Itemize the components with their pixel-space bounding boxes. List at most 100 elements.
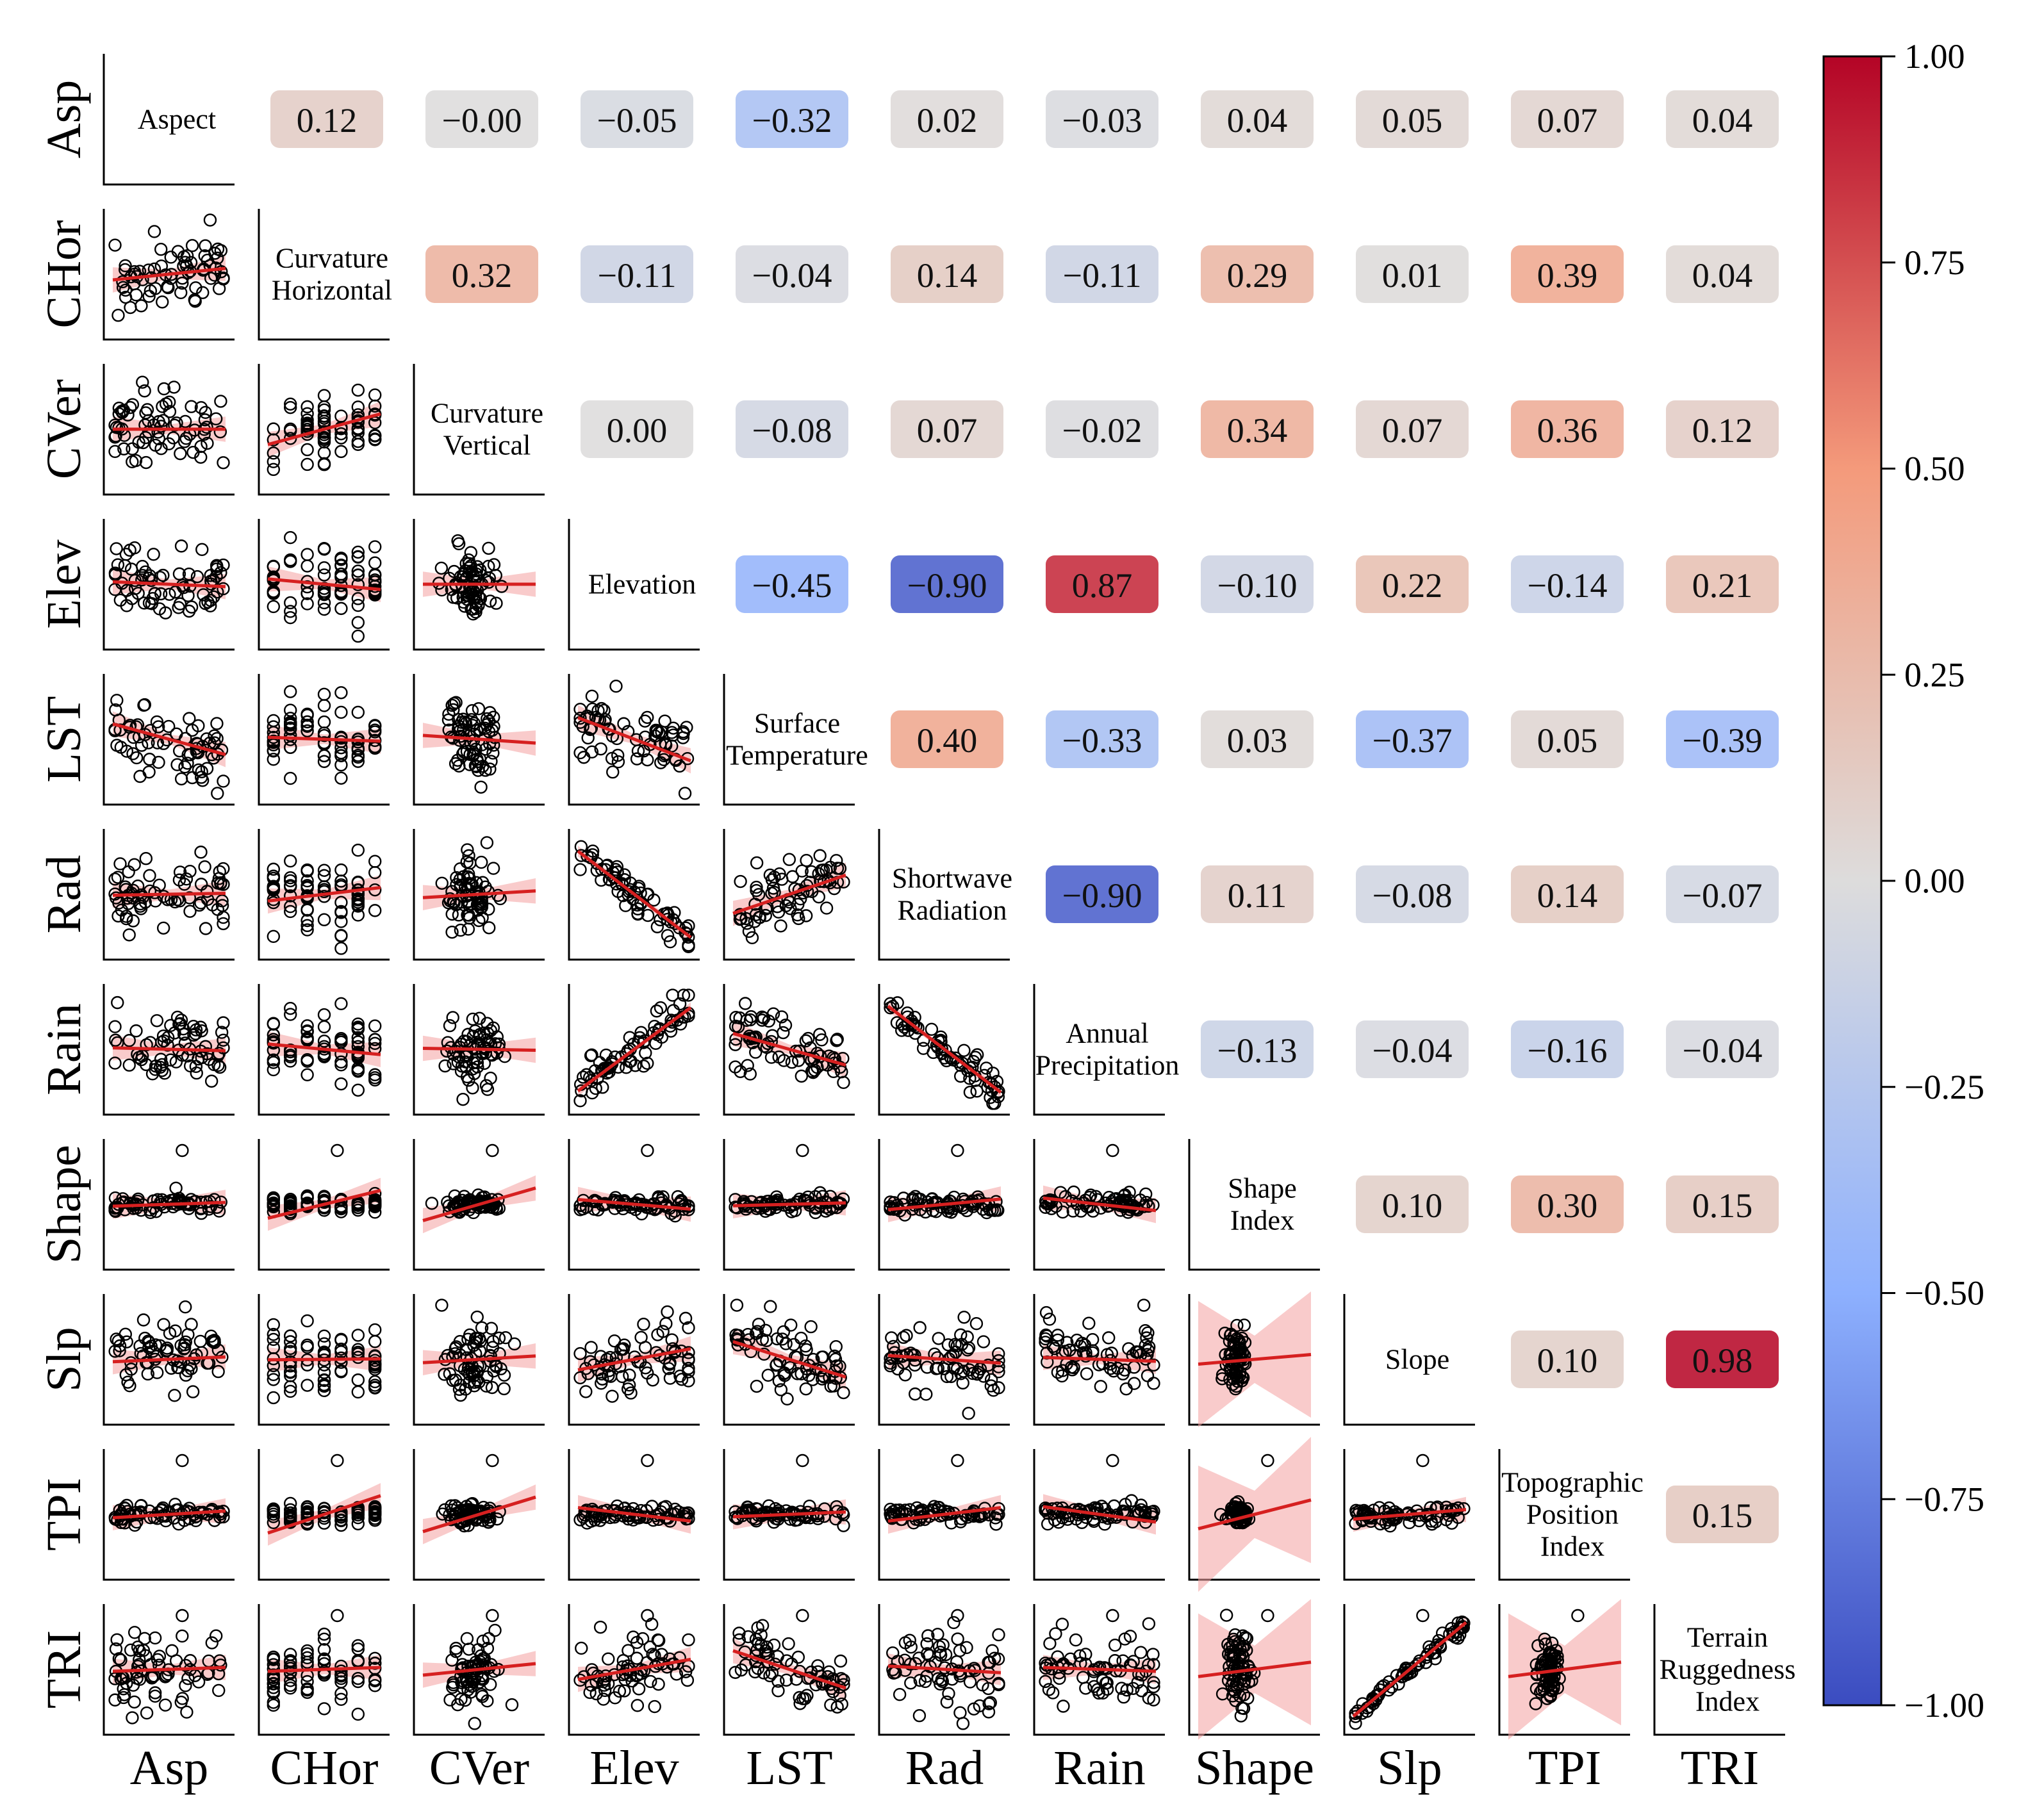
scatter-points [438, 1011, 511, 1106]
col-label-rain: Rain [1053, 1741, 1146, 1795]
scatter-point [775, 1332, 789, 1346]
scatter-point [804, 1320, 818, 1334]
corr-cell-chor-elev: −0.11 [581, 245, 693, 303]
scatter-point [317, 1035, 331, 1048]
scatter-axis [568, 1604, 700, 1736]
scatter-point [631, 744, 645, 758]
corr-box [425, 90, 538, 148]
scatter-point [301, 1505, 314, 1518]
scatter-point [780, 1654, 794, 1667]
scatter-point [122, 1034, 136, 1047]
scatter-point [449, 1641, 463, 1655]
scatter-point [334, 686, 348, 700]
diag-name-line: Position [1526, 1499, 1619, 1530]
scatter-cell-shape-lst [723, 1139, 855, 1271]
scatter-axis [878, 1449, 1010, 1581]
regression-line [422, 1495, 536, 1534]
scatter-point [1357, 1503, 1371, 1518]
scatter-point [124, 562, 138, 576]
scatter-point [189, 1514, 202, 1528]
scatter-point [637, 1318, 650, 1331]
scatter-point [301, 457, 314, 471]
scatter-point [126, 1711, 139, 1724]
col-label-cver: CVer [429, 1741, 529, 1795]
scatter-point [475, 911, 489, 924]
corr-value: −0.05 [597, 101, 677, 140]
scatter-point [161, 281, 175, 295]
scatter-point [205, 1636, 218, 1650]
scatter-point [199, 922, 213, 935]
scatter-point [648, 1203, 662, 1216]
scatter-point [434, 561, 449, 575]
scatter-point [334, 705, 348, 719]
diag-cell-asp: Aspect [103, 54, 235, 186]
scatter-axis [103, 519, 235, 651]
regression-line [577, 1657, 691, 1682]
scatter-point [969, 1051, 982, 1064]
corr-box [1046, 865, 1158, 923]
scatter-point [673, 1369, 687, 1383]
scatter-cell-tri-rain [1033, 1604, 1165, 1736]
scatter-point [992, 1360, 1005, 1373]
scatter-axis [413, 984, 545, 1116]
corr-box [1666, 1331, 1779, 1388]
scatter-point [183, 905, 197, 918]
scatter-point [911, 1192, 925, 1206]
scatter-point [595, 1367, 609, 1380]
scatter-cell-shape-rain [1033, 1139, 1165, 1271]
scatter-point [334, 1364, 348, 1378]
scatter-point [142, 736, 155, 749]
scatter-point [1042, 1683, 1056, 1696]
scatter-point [445, 698, 459, 712]
scatter-point [148, 1686, 162, 1699]
scatter-point [195, 1051, 208, 1065]
scatter-point [1041, 1517, 1055, 1531]
scatter-point [476, 876, 490, 889]
corr-cell-cver-lst: −0.08 [736, 400, 848, 458]
scatter-point [351, 1506, 365, 1519]
corr-cell-lst-slp: −0.37 [1356, 710, 1469, 768]
scatter-point [1101, 1512, 1115, 1525]
corr-cell-elev-rain: 0.87 [1046, 555, 1158, 613]
scatter-point [764, 1300, 777, 1313]
scatter-axis [258, 1294, 390, 1426]
scatter-point [267, 1686, 280, 1699]
corr-value: −0.04 [752, 256, 832, 295]
regression-line [577, 1006, 692, 1093]
corr-value: −0.11 [598, 256, 677, 295]
scatter-point [156, 295, 169, 309]
scatter-point [913, 1673, 927, 1687]
scatter-point [112, 896, 126, 910]
scatter-point [446, 1011, 459, 1024]
scatter-point [466, 1497, 479, 1511]
scatter-point [140, 1706, 154, 1720]
diag-axis [103, 54, 235, 186]
regression-line [577, 1506, 691, 1523]
scatter-point [1060, 1512, 1075, 1526]
scatter-point [762, 1014, 775, 1028]
scatter-point [615, 878, 629, 892]
scatter-point [143, 753, 156, 766]
scatter-point [185, 723, 199, 737]
scatter-point [606, 1389, 619, 1403]
scatter-point [351, 892, 365, 906]
scatter-point [641, 1056, 654, 1070]
scatter-point [634, 1026, 648, 1040]
scatter-point [636, 1632, 650, 1646]
scatter-point [211, 1364, 225, 1379]
regression-line [267, 1494, 381, 1535]
colorbar-tick-label: −1.00 [1904, 1686, 1984, 1724]
scatter-point [750, 880, 763, 894]
scatter-point [982, 1705, 996, 1719]
scatter-point [110, 1633, 124, 1646]
scatter-point [351, 1511, 365, 1525]
scatter-point [1229, 1678, 1243, 1692]
scatter-axis [258, 364, 390, 496]
regression-line [1198, 1353, 1312, 1366]
regression-line [267, 886, 381, 903]
scatter-point [468, 573, 481, 587]
scatter-point [745, 931, 759, 945]
scatter-points [1529, 1609, 1585, 1710]
